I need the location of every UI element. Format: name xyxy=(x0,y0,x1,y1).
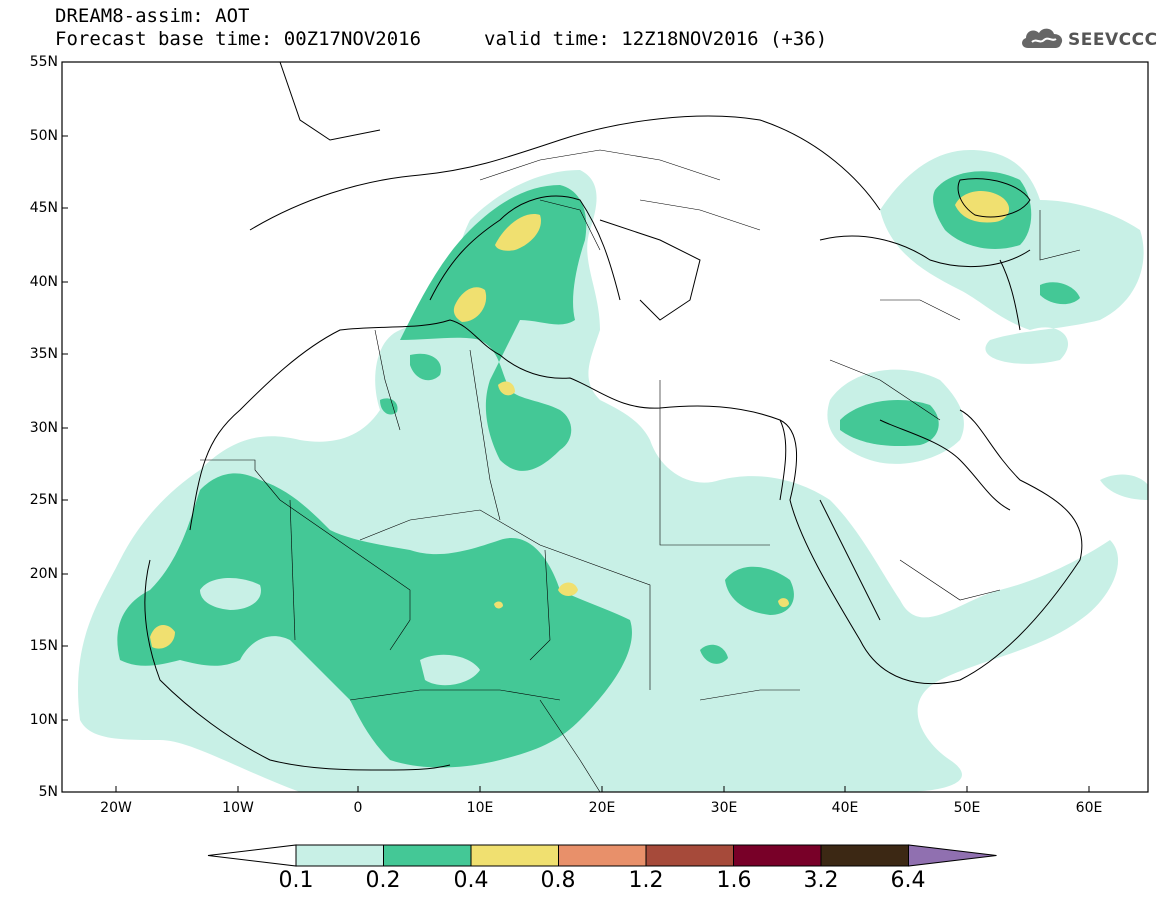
country-borders xyxy=(200,149,1081,792)
colorbar-label: 0.2 xyxy=(365,868,401,893)
lon-label: 0 xyxy=(353,800,363,816)
axis-ticks xyxy=(62,61,1090,792)
valid-time: valid time: 12Z18NOV2016 (+36) xyxy=(484,28,828,50)
lat-label: 35N xyxy=(29,346,58,362)
lon-label: 30E xyxy=(710,800,738,816)
lat-label: 5N xyxy=(38,784,58,800)
colorbar-label: 0.1 xyxy=(278,868,314,893)
colorbar-label: 0.4 xyxy=(453,868,489,893)
cloud-icon xyxy=(1022,28,1063,48)
coastlines xyxy=(144,62,1083,771)
colorbar-label: 1.6 xyxy=(716,868,752,893)
plot-frame xyxy=(61,61,1149,793)
colorbar-label: 1.2 xyxy=(628,868,664,893)
lon-label: 10E xyxy=(466,800,494,816)
lat-label: 20N xyxy=(29,566,58,582)
lon-label: 60E xyxy=(1075,800,1103,816)
seevccc-logo: SEEVCCC xyxy=(1018,24,1158,56)
colorbar-label: 3.2 xyxy=(803,868,839,893)
lat-label: 55N xyxy=(29,54,58,70)
aot-level-0-2 xyxy=(117,171,1080,768)
lat-label: 15N xyxy=(29,638,58,654)
map-title: DREAM8-assim: AOT xyxy=(55,5,250,27)
lat-label: 40N xyxy=(29,274,58,290)
lon-label: 20W xyxy=(100,800,132,816)
lon-label: 20E xyxy=(588,800,616,816)
lat-label: 50N xyxy=(29,128,58,144)
lon-label: 50E xyxy=(953,800,981,816)
aot-level-0-4 xyxy=(150,190,1010,649)
lat-label: 45N xyxy=(29,200,58,216)
lon-label: 40E xyxy=(831,800,859,816)
colorbar-label: 0.8 xyxy=(540,868,576,893)
colorbar-label: 6.4 xyxy=(890,868,926,893)
lon-label: 10W xyxy=(222,800,254,816)
lat-label: 10N xyxy=(29,712,58,728)
logo-text: SEEVCCC xyxy=(1068,30,1158,50)
forecast-base-time: Forecast base time: 00Z17NOV2016 xyxy=(55,28,422,50)
lat-label: 30N xyxy=(29,420,58,436)
lat-label: 25N xyxy=(29,492,58,508)
